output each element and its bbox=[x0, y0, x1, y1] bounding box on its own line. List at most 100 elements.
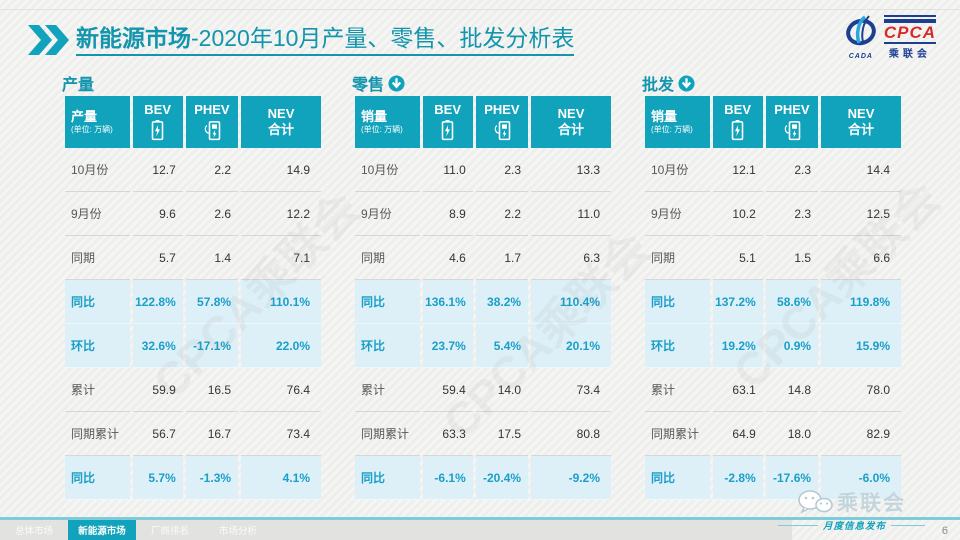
phev-header-cell: PHEV bbox=[765, 96, 819, 148]
value-cell: -17.1% bbox=[185, 324, 239, 368]
page-title-bold: 新能源市场 bbox=[76, 25, 191, 51]
row-label: 9月份 bbox=[645, 192, 710, 236]
table-row: 10月份 11.0 2.3 13.3 bbox=[355, 148, 611, 192]
logo-stripes bbox=[883, 14, 937, 23]
publication-label: 月度信息发布 bbox=[822, 521, 886, 532]
value-cell: 22.0% bbox=[241, 324, 321, 368]
table-row: 同期累计 64.9 18.0 82.9 bbox=[645, 412, 901, 456]
value-cell: 13.3 bbox=[531, 148, 611, 192]
value-cell: -6.1% bbox=[422, 456, 473, 500]
value-cell: 110.4% bbox=[531, 280, 611, 324]
page-number: 6 bbox=[941, 525, 948, 537]
value-cell: 63.1 bbox=[712, 368, 763, 412]
row-label: 同期累计 bbox=[645, 412, 710, 456]
row-label: 同期 bbox=[65, 236, 130, 280]
bottom-nav-bar: 总体市场 新能源市场 厂商排名 市场分析 bbox=[0, 520, 792, 540]
value-cell: 7.1 bbox=[241, 236, 321, 280]
nev-header-cell: NEV 合计 bbox=[241, 96, 321, 148]
bev-label: BEV bbox=[144, 102, 172, 118]
section-label: 零售 bbox=[352, 77, 385, 94]
down-arrow-icon bbox=[388, 74, 405, 92]
title-row: 新能源市场-2020年10月产量、零售、批发分析表 bbox=[28, 24, 575, 56]
value-cell: 58.6% bbox=[765, 280, 819, 324]
value-cell: -20.4% bbox=[475, 456, 529, 500]
table-row: 同期累计 63.3 17.5 80.8 bbox=[355, 412, 611, 456]
retail-table: 销量 (单位: 万辆) BEV PHEV NEV bbox=[352, 96, 614, 500]
value-cell: 0.9% bbox=[765, 324, 819, 368]
table-row: 同比 -2.8% -17.6% -6.0% bbox=[645, 456, 901, 500]
value-cell: -17.6% bbox=[765, 456, 819, 500]
table-row: 同比 -6.1% -20.4% -9.2% bbox=[355, 456, 611, 500]
value-cell: 4.1% bbox=[241, 456, 321, 500]
cpca-label: CPCA bbox=[883, 22, 936, 42]
table-row: 累计 59.9 16.5 76.4 bbox=[65, 368, 321, 412]
table-row: 累计 63.1 14.8 78.0 bbox=[645, 368, 901, 412]
value-cell: 64.9 bbox=[712, 412, 763, 456]
value-cell: 6.6 bbox=[821, 236, 901, 280]
value-cell: 5.4% bbox=[475, 324, 529, 368]
row-label: 9月份 bbox=[65, 192, 130, 236]
nev-line2: 合计 bbox=[268, 122, 295, 137]
metric-name: 销量 bbox=[651, 108, 678, 124]
value-cell: -1.3% bbox=[185, 456, 239, 500]
tab-manufacturer-ranking[interactable]: 厂商排名 bbox=[150, 526, 189, 537]
value-cell: 2.2 bbox=[185, 148, 239, 192]
value-cell: 5.7% bbox=[132, 456, 183, 500]
table-row: 9月份 8.9 2.2 11.0 bbox=[355, 192, 611, 236]
phev-label: PHEV bbox=[774, 102, 810, 118]
table-row: 9月份 9.6 2.6 12.2 bbox=[65, 192, 321, 236]
production-section-title: 产量 bbox=[62, 72, 324, 94]
row-label: 累计 bbox=[355, 368, 420, 412]
metric-name: 销量 bbox=[361, 108, 388, 124]
tab-nev-market[interactable]: 新能源市场 bbox=[68, 520, 136, 540]
phev-header-cell: PHEV bbox=[475, 96, 529, 148]
value-cell: 10.2 bbox=[712, 192, 763, 236]
battery-icon bbox=[151, 119, 164, 140]
tab-market-analysis[interactable]: 市场分析 bbox=[218, 526, 257, 537]
value-cell: 17.5 bbox=[475, 412, 529, 456]
page-title-rest: -2020年10月产量、零售、批发分析表 bbox=[191, 25, 575, 51]
value-cell: 5.7 bbox=[132, 236, 183, 280]
table-row: 环比 19.2% 0.9% 15.9% bbox=[645, 324, 901, 368]
value-cell: 18.0 bbox=[765, 412, 819, 456]
value-cell: 110.1% bbox=[241, 280, 321, 324]
value-cell: 4.6 bbox=[422, 236, 473, 280]
value-cell: 1.4 bbox=[185, 236, 239, 280]
charger-icon bbox=[494, 120, 511, 140]
dash-line bbox=[891, 524, 925, 526]
value-cell: 11.0 bbox=[422, 148, 473, 192]
retail-section-title: 零售 bbox=[352, 72, 614, 94]
row-label: 同期累计 bbox=[355, 412, 420, 456]
row-label: 同比 bbox=[65, 456, 130, 500]
value-cell: 16.7 bbox=[185, 412, 239, 456]
phev-label: PHEV bbox=[194, 102, 230, 118]
charger-icon bbox=[784, 120, 801, 140]
row-label: 环比 bbox=[645, 324, 710, 368]
value-cell: 23.7% bbox=[422, 324, 473, 368]
row-label: 同期 bbox=[355, 236, 420, 280]
row-label: 同比 bbox=[645, 456, 710, 500]
tab-overall-market[interactable]: 总体市场 bbox=[14, 526, 53, 537]
row-label: 累计 bbox=[645, 368, 710, 412]
publication-block: 乘联会 月度信息发布 bbox=[759, 487, 944, 532]
nev-line1: NEV bbox=[267, 105, 295, 121]
nev-line1: NEV bbox=[847, 105, 875, 121]
value-cell: 82.9 bbox=[821, 412, 901, 456]
row-label: 同比 bbox=[355, 280, 420, 324]
phev-header-cell: PHEV bbox=[185, 96, 239, 148]
value-cell: 2.3 bbox=[765, 192, 819, 236]
production-table: 产量 (单位: 万辆) BEV PHEV NEV bbox=[62, 96, 324, 500]
bev-header-cell: BEV bbox=[132, 96, 183, 148]
value-cell: 59.4 bbox=[422, 368, 473, 412]
value-cell: 73.4 bbox=[531, 368, 611, 412]
double-chevron-icon bbox=[28, 24, 69, 55]
phev-label: PHEV bbox=[484, 102, 520, 118]
value-cell: 12.5 bbox=[821, 192, 901, 236]
bev-header-cell: BEV bbox=[422, 96, 473, 148]
value-cell: 136.1% bbox=[422, 280, 473, 324]
nev-line2: 合计 bbox=[558, 122, 585, 137]
table-row: 同比 136.1% 38.2% 110.4% bbox=[355, 280, 611, 324]
cpca-logo: CADA CPCA 乘联会 bbox=[844, 14, 937, 60]
metric-header-cell: 销量 (单位: 万辆) bbox=[355, 96, 420, 148]
battery-icon bbox=[441, 119, 454, 140]
